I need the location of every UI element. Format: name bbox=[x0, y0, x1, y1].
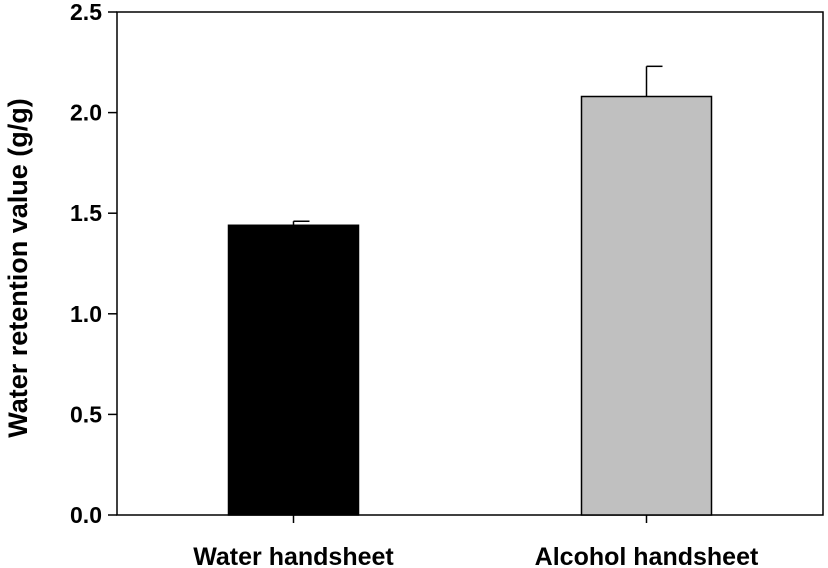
y-axis-title: Water retention value (g/g) bbox=[3, 98, 33, 438]
error-bars bbox=[292, 65, 663, 226]
y-tick-label: 0.5 bbox=[70, 401, 102, 427]
x-axis: Water handsheet Alcohol handsheet bbox=[193, 515, 759, 568]
y-tick-label: 1.0 bbox=[70, 301, 102, 327]
bars bbox=[227, 95, 713, 516]
bar bbox=[227, 224, 360, 516]
y-axis: 0.0 0.5 1.0 1.5 2.0 2.5 bbox=[70, 0, 117, 528]
y-tick-label: 2.5 bbox=[70, 0, 102, 25]
y-tick-label: 1.5 bbox=[70, 200, 102, 226]
y-tick-label: 2.0 bbox=[70, 100, 102, 126]
plot-area-border bbox=[116, 11, 824, 516]
x-category-label: Alcohol handsheet bbox=[535, 543, 759, 568]
plot-frame bbox=[116, 11, 824, 516]
x-category-label: Water handsheet bbox=[193, 543, 394, 568]
y-tick-label: 0.0 bbox=[70, 502, 102, 528]
bar bbox=[580, 95, 713, 516]
